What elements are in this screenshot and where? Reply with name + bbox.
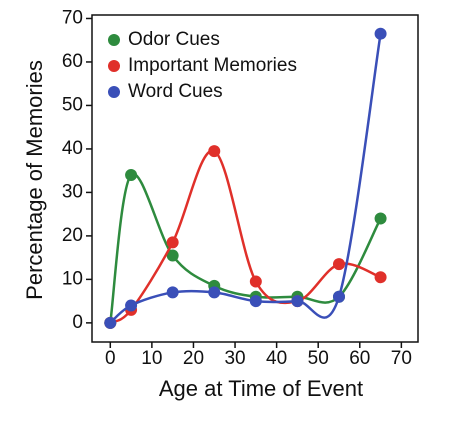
legend-label: Important Memories xyxy=(128,55,297,76)
data-point xyxy=(249,295,262,308)
legend-marker xyxy=(108,60,120,72)
legend-label: Odor Cues xyxy=(128,29,220,50)
x-tick-label: 0 xyxy=(105,348,116,369)
legend-marker xyxy=(108,86,120,98)
y-tick-label: 20 xyxy=(62,225,83,246)
data-point xyxy=(374,27,387,40)
data-point xyxy=(374,212,387,225)
data-point xyxy=(166,249,179,262)
y-tick-label: 50 xyxy=(62,94,83,115)
x-tick-label: 60 xyxy=(349,348,370,369)
data-point xyxy=(166,236,179,249)
x-tick-label: 30 xyxy=(224,348,245,369)
series-line xyxy=(109,149,382,325)
x-axis-label: Age at Time of Event xyxy=(159,376,363,401)
data-point xyxy=(332,258,345,271)
plot-frame xyxy=(91,14,419,343)
x-tick-label: 10 xyxy=(141,348,162,369)
legend-label: Word Cues xyxy=(128,81,223,102)
x-tick-label: 50 xyxy=(308,348,329,369)
data-point xyxy=(291,295,304,308)
y-tick-label: 10 xyxy=(62,268,83,289)
data-point xyxy=(332,290,345,303)
data-point xyxy=(166,286,179,299)
y-tick-label: 70 xyxy=(62,7,83,28)
y-tick-label: 30 xyxy=(62,181,83,202)
y-tick-label: 60 xyxy=(62,51,83,72)
data-point xyxy=(125,169,138,182)
x-tick-label: 70 xyxy=(391,348,412,369)
y-axis-label: Percentage of Memories xyxy=(22,60,47,300)
data-point xyxy=(208,286,221,299)
data-point xyxy=(104,316,117,329)
x-tick-label: 40 xyxy=(266,348,287,369)
x-tick-label: 20 xyxy=(183,348,204,369)
data-point xyxy=(208,145,221,158)
data-point xyxy=(125,299,138,312)
data-point xyxy=(374,271,387,284)
data-point xyxy=(249,275,262,288)
y-tick-label: 40 xyxy=(62,138,83,159)
legend-marker xyxy=(108,34,120,46)
y-tick-label: 0 xyxy=(72,312,83,333)
